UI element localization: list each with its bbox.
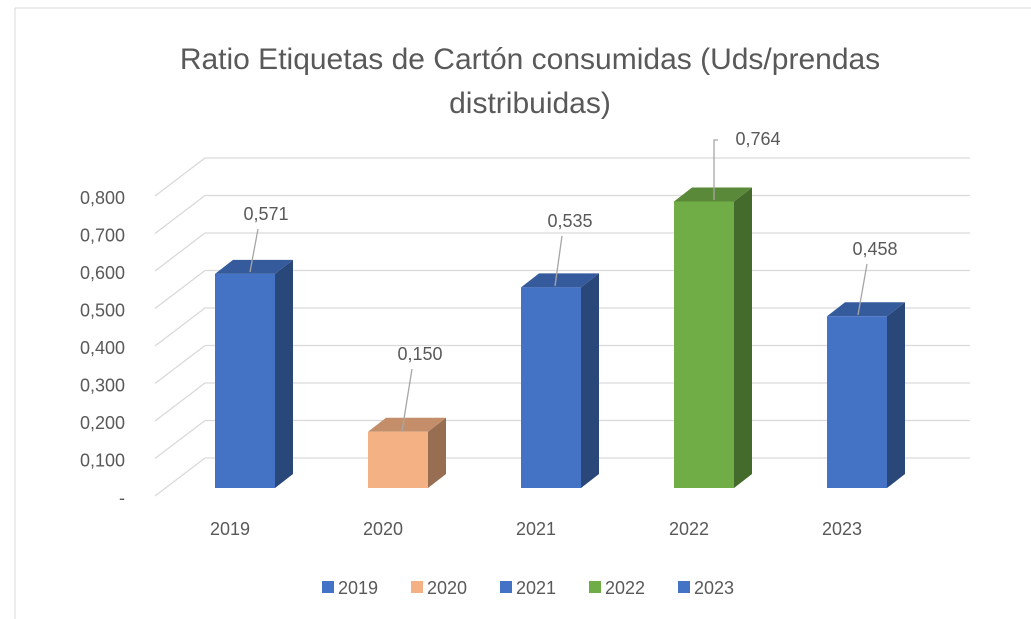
legend-label: 2020 — [427, 578, 467, 598]
leader-line — [857, 263, 868, 316]
bar-top — [215, 259, 293, 274]
y-tick-label: 0,400 — [80, 338, 125, 358]
legend-swatch — [500, 581, 512, 593]
bar-side — [581, 273, 599, 488]
bar — [674, 201, 734, 488]
legend-label: 2021 — [516, 578, 556, 598]
x-tick-label: 2021 — [516, 519, 556, 539]
legend-swatch — [411, 581, 423, 593]
legend-swatch — [589, 581, 601, 593]
data-label: 0,150 — [397, 344, 442, 364]
bar-top — [827, 302, 905, 317]
grid-line — [154, 157, 970, 197]
chart-title: Ratio Etiquetas de Cartón consumidas (Ud… — [179, 43, 881, 120]
x-tick-label: 2019 — [210, 519, 250, 539]
x-tick-label: 2020 — [363, 519, 403, 539]
bar-top — [674, 187, 752, 202]
bar — [827, 316, 887, 488]
data-label: 0,571 — [243, 204, 288, 224]
y-tick-label: 0,100 — [80, 450, 125, 470]
data-label: 0,458 — [852, 239, 897, 259]
legend-label: 2023 — [694, 578, 734, 598]
y-tick-label: 0,600 — [80, 263, 125, 283]
leader-line — [249, 228, 259, 273]
leader-line — [554, 235, 563, 287]
legend-swatch — [678, 581, 690, 593]
bar-top — [368, 417, 446, 432]
data-label: 0,535 — [547, 211, 592, 231]
bar-side — [275, 259, 293, 488]
bar — [368, 431, 428, 488]
y-tick-label: 0,300 — [80, 375, 125, 395]
leader-line — [401, 368, 413, 432]
legend-label: 2019 — [338, 578, 378, 598]
leader-line — [713, 139, 718, 200]
bar — [521, 287, 581, 488]
data-label: 0,764 — [735, 129, 780, 149]
bar — [215, 273, 275, 488]
bar-side — [887, 302, 905, 488]
bar-side — [428, 417, 446, 488]
y-tick-label: 0,500 — [80, 300, 125, 320]
y-tick-label: 0,200 — [80, 413, 125, 433]
legend-swatch — [322, 581, 334, 593]
x-tick-label: 2022 — [669, 519, 709, 539]
y-tick-label: 0,800 — [80, 188, 125, 208]
bar-side — [734, 187, 752, 488]
legend-label: 2022 — [605, 578, 645, 598]
x-tick-label: 2023 — [822, 519, 862, 539]
y-tick-label: 0,700 — [80, 225, 125, 245]
y-tick-label: - — [119, 488, 125, 508]
bar-top — [521, 273, 599, 288]
